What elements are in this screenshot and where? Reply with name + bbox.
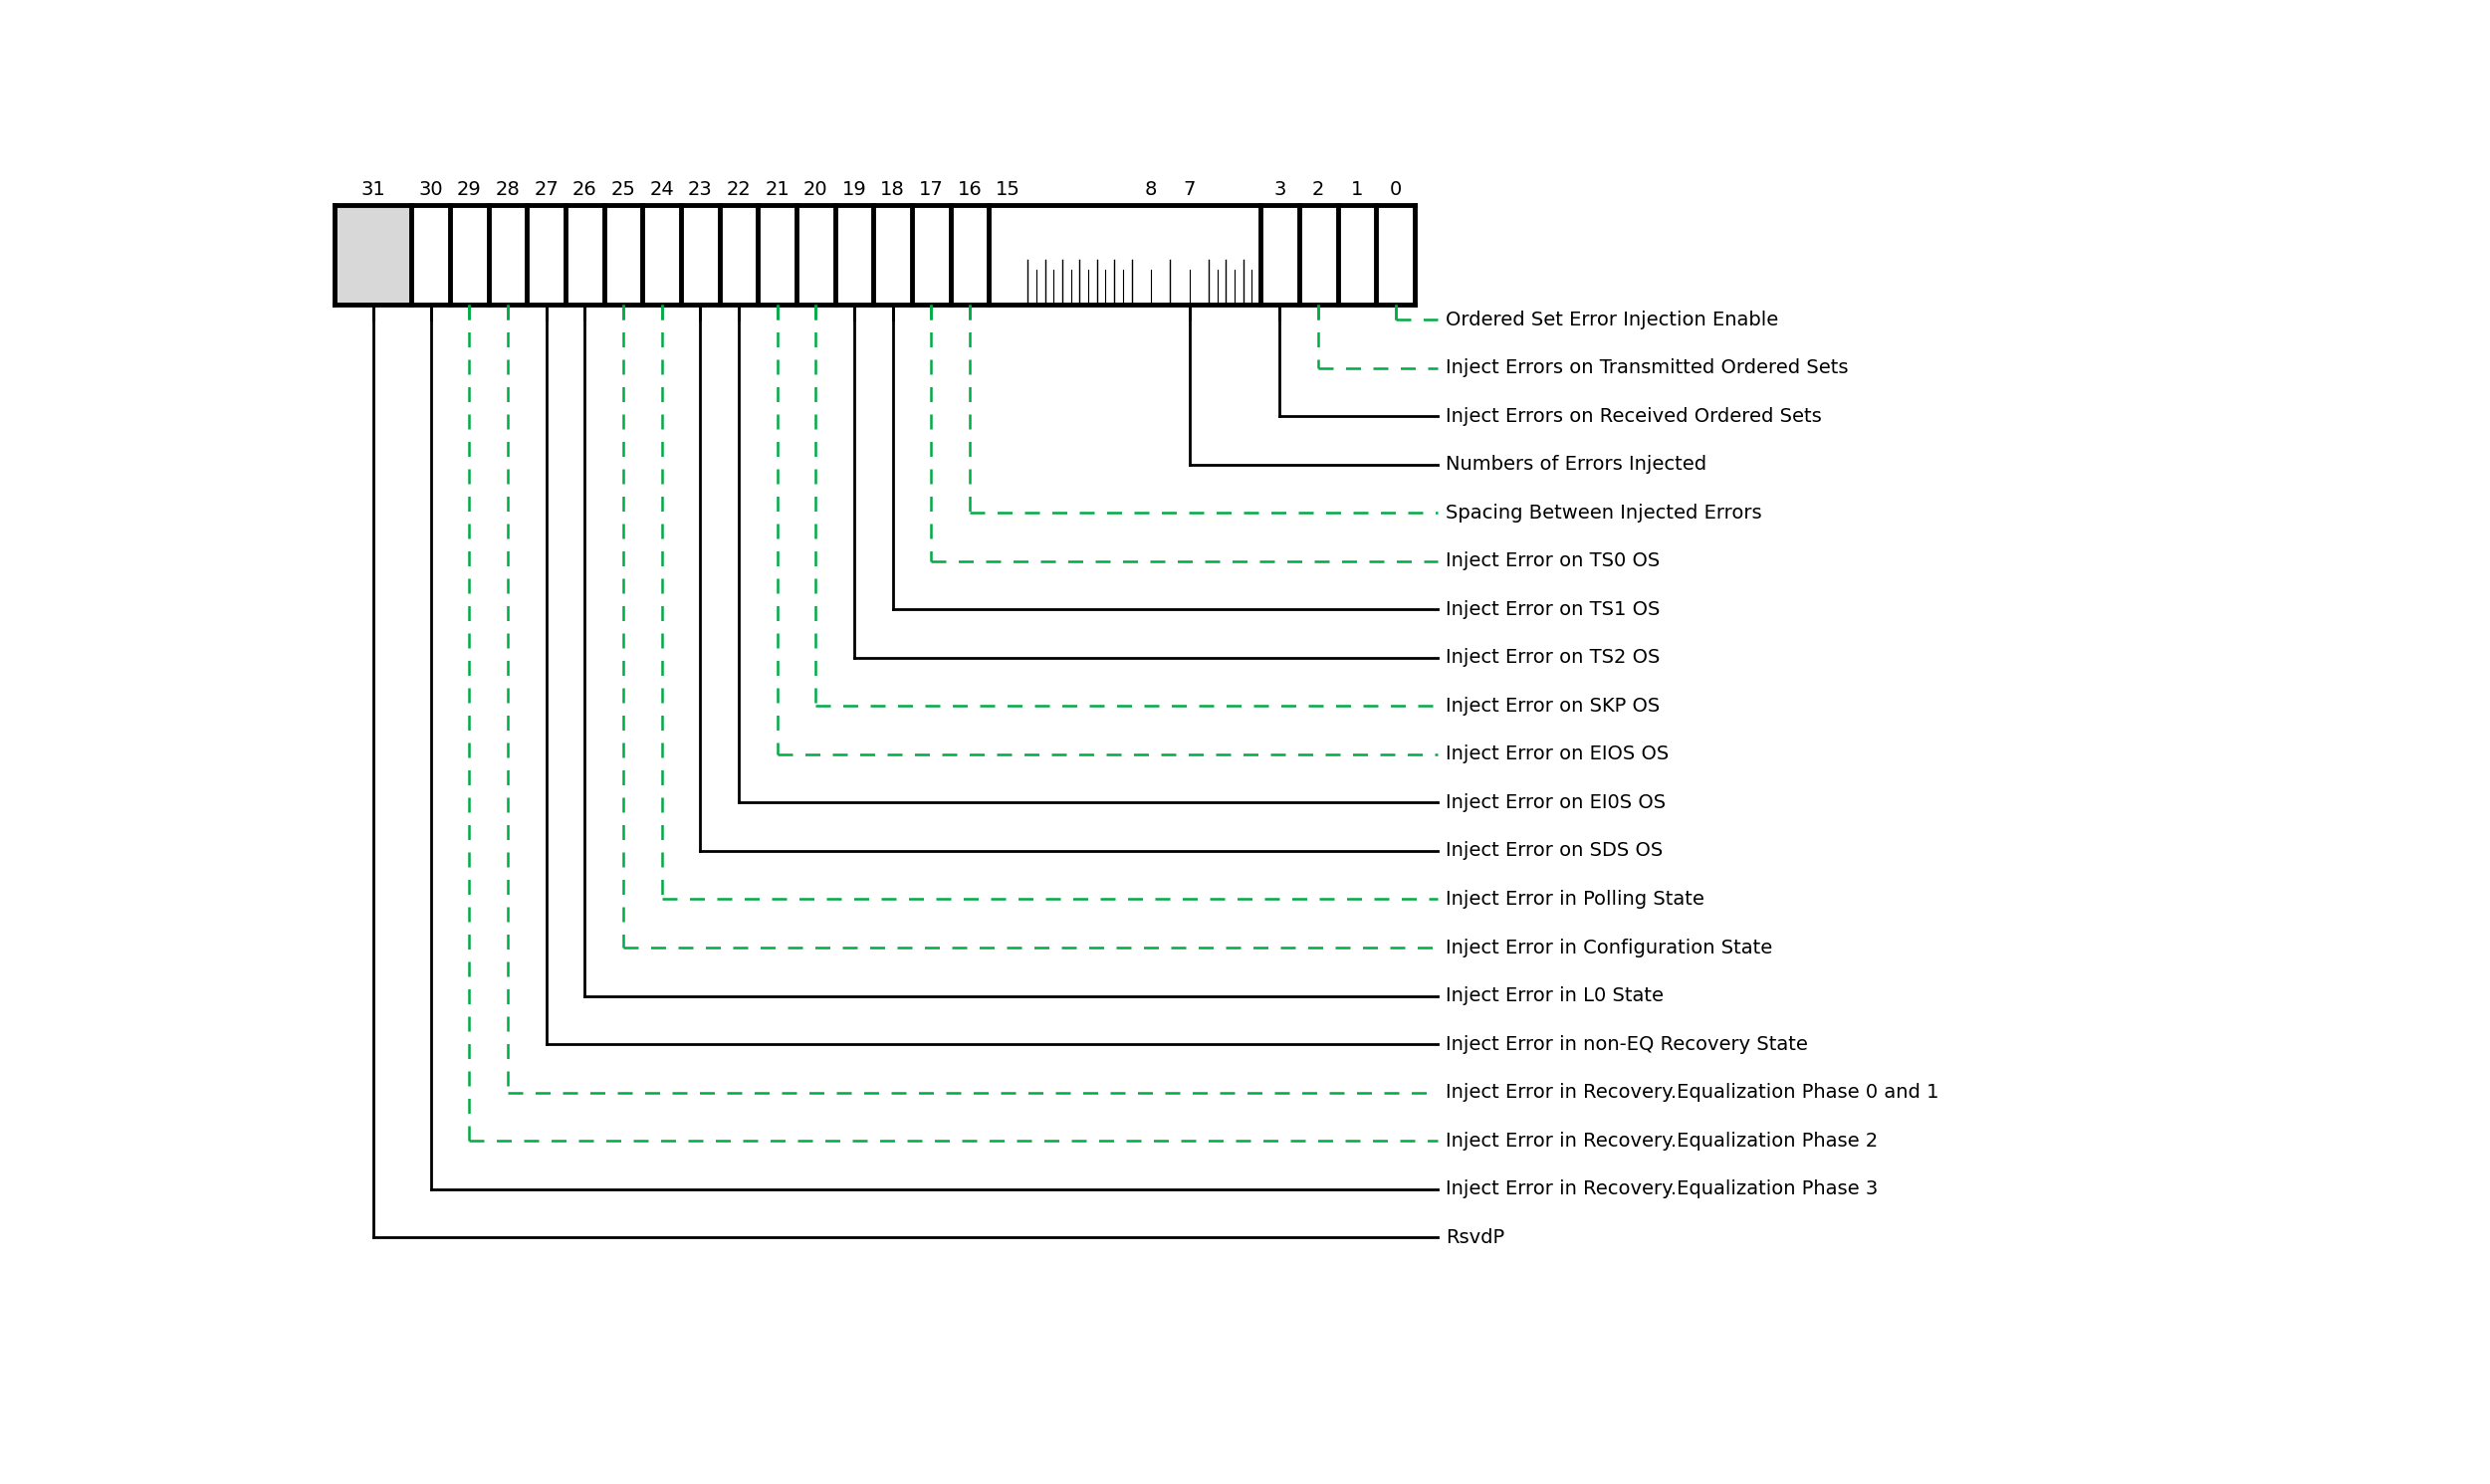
Text: Inject Error in Configuration State: Inject Error in Configuration State [1447, 938, 1773, 957]
Text: 0: 0 [1389, 180, 1402, 199]
Text: 21: 21 [764, 180, 789, 199]
Text: RsvdP: RsvdP [1447, 1227, 1504, 1247]
Text: Inject Error in Recovery.Equalization Phase 3: Inject Error in Recovery.Equalization Ph… [1447, 1180, 1877, 1199]
Text: 26: 26 [573, 180, 598, 199]
Text: 1: 1 [1350, 180, 1362, 199]
Text: 28: 28 [496, 180, 520, 199]
Text: Inject Error on TS1 OS: Inject Error on TS1 OS [1447, 600, 1661, 619]
Bar [334, 205, 411, 304]
Text: Inject Errors on Received Ordered Sets: Inject Errors on Received Ordered Sets [1447, 407, 1823, 426]
Text: 7: 7 [1183, 180, 1195, 199]
Text: Inject Error in Polling State: Inject Error in Polling State [1447, 890, 1703, 908]
Text: Inject Errors on Transmitted Ordered Sets: Inject Errors on Transmitted Ordered Set… [1447, 359, 1848, 377]
Text: 16: 16 [959, 180, 981, 199]
Text: 18: 18 [881, 180, 906, 199]
Text: 20: 20 [804, 180, 829, 199]
Text: 24: 24 [650, 180, 675, 199]
Text: 31: 31 [361, 180, 386, 199]
Text: 29: 29 [456, 180, 481, 199]
Text: 15: 15 [996, 180, 1021, 199]
Text: 8: 8 [1145, 180, 1158, 199]
Text: 25: 25 [610, 180, 635, 199]
Text: Ordered Set Error Injection Enable: Ordered Set Error Injection Enable [1447, 310, 1778, 329]
Text: Inject Error on TS0 OS: Inject Error on TS0 OS [1447, 552, 1661, 571]
Text: 3: 3 [1275, 180, 1285, 199]
Text: 27: 27 [533, 180, 558, 199]
Text: Inject Error in non-EQ Recovery State: Inject Error in non-EQ Recovery State [1447, 1034, 1808, 1054]
Text: Inject Error on EIOS OS: Inject Error on EIOS OS [1447, 745, 1668, 764]
Text: Inject Error on EI0S OS: Inject Error on EI0S OS [1447, 794, 1666, 812]
Text: Inject Error on TS2 OS: Inject Error on TS2 OS [1447, 649, 1661, 668]
Text: Inject Error on SKP OS: Inject Error on SKP OS [1447, 696, 1661, 715]
Text: Inject Error in Recovery.Equalization Phase 2: Inject Error in Recovery.Equalization Ph… [1447, 1131, 1877, 1150]
Text: 17: 17 [919, 180, 944, 199]
Text: Spacing Between Injected Errors: Spacing Between Injected Errors [1447, 503, 1763, 522]
Text: 22: 22 [727, 180, 752, 199]
Text: 2: 2 [1312, 180, 1325, 199]
Text: Inject Error on SDS OS: Inject Error on SDS OS [1447, 841, 1663, 861]
Text: Numbers of Errors Injected: Numbers of Errors Injected [1447, 456, 1706, 475]
Text: Inject Error in Recovery.Equalization Phase 0 and 1: Inject Error in Recovery.Equalization Ph… [1447, 1083, 1940, 1101]
Text: Inject Error in L0 State: Inject Error in L0 State [1447, 987, 1663, 1005]
Text: 23: 23 [687, 180, 712, 199]
Text: 30: 30 [418, 180, 443, 199]
Text: 19: 19 [842, 180, 867, 199]
